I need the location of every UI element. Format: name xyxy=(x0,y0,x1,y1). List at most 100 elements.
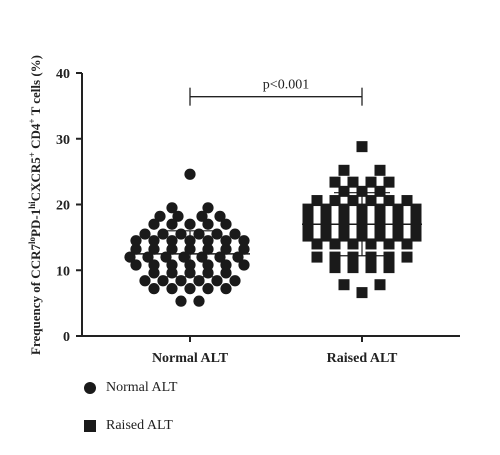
raised-alt-point xyxy=(329,251,341,263)
y-axis-label-superscript: lo xyxy=(27,237,37,245)
raised-alt-point xyxy=(320,230,332,242)
raised-alt-point xyxy=(347,262,359,274)
y-tick-label: 20 xyxy=(56,199,70,214)
raised-alt-point xyxy=(329,262,341,274)
normal-alt-point xyxy=(166,283,178,295)
y-axis-label-text: T cells (%) xyxy=(28,55,43,118)
raised-alt-point xyxy=(374,230,386,242)
raised-alt-point xyxy=(401,251,413,263)
y-axis-label-text: PD-1 xyxy=(28,209,43,237)
raised-alt-point xyxy=(392,212,404,224)
y-axis-label-superscript: + xyxy=(27,152,37,157)
normal-alt-point xyxy=(154,210,166,222)
normal-alt-point xyxy=(157,275,169,287)
raised-alt-point xyxy=(320,212,332,224)
normal-alt-point xyxy=(184,283,196,295)
raised-alt-point xyxy=(356,287,368,299)
normal-alt-point xyxy=(175,228,187,240)
raised-alt-point xyxy=(401,195,413,207)
y-tick-label: 40 xyxy=(56,67,70,82)
normal-alt-point xyxy=(157,228,169,240)
raised-alt-point xyxy=(311,251,323,263)
p-value-annotation: p<0.001 xyxy=(263,78,309,93)
normal-alt-point xyxy=(172,210,184,222)
raised-alt-point xyxy=(347,251,359,263)
raised-alt-point xyxy=(365,195,377,207)
raised-alt-point xyxy=(374,164,386,176)
normal-alt-point xyxy=(202,243,214,255)
normal-alt-point xyxy=(220,259,232,271)
normal-alt-point xyxy=(175,295,187,307)
raised-alt-point xyxy=(383,176,395,188)
normal-alt-point xyxy=(139,228,151,240)
normal-alt-point xyxy=(148,283,160,295)
raised-alt-point xyxy=(302,212,314,224)
y-axis-label-text: CXCR5 xyxy=(28,157,43,202)
raised-alt-point xyxy=(392,230,404,242)
normal-alt-point xyxy=(148,235,160,247)
y-tick-label: 10 xyxy=(56,264,70,279)
normal-alt-point xyxy=(211,275,223,287)
raised-alt-point xyxy=(302,230,314,242)
x-tick-label: Raised ALT xyxy=(327,351,398,366)
normal-alt-point xyxy=(166,235,178,247)
raised-alt-point xyxy=(338,212,350,224)
raised-alt-point xyxy=(365,251,377,263)
normal-alt-point xyxy=(220,283,232,295)
raised-alt-point xyxy=(329,238,341,250)
raised-alt-point xyxy=(311,195,323,207)
normal-alt-point xyxy=(166,218,178,230)
normal-alt-point xyxy=(148,243,160,255)
normal-alt-point xyxy=(202,202,214,214)
normal-alt-point xyxy=(202,218,214,230)
raised-alt-point xyxy=(383,238,395,250)
normal-alt-point xyxy=(148,267,160,279)
normal-alt-point xyxy=(130,243,142,255)
normal-alt-point xyxy=(193,295,205,307)
raised-alt-point xyxy=(356,141,368,153)
raised-alt-point xyxy=(374,212,386,224)
y-axis-label: Frequency of CCR7loPD-1hiCXCR5+ CD4+ T c… xyxy=(27,55,43,355)
raised-alt-point xyxy=(302,221,314,233)
raised-alt-point xyxy=(338,164,350,176)
normal-alt-point xyxy=(166,243,178,255)
raised-alt-point xyxy=(365,176,377,188)
normal-alt-point xyxy=(202,259,214,271)
raised-alt-point xyxy=(302,203,314,215)
raised-alt-point xyxy=(374,279,386,291)
x-tick-label: Normal ALT xyxy=(152,351,229,366)
y-axis-label-superscript: + xyxy=(27,118,37,123)
normal-alt-point xyxy=(130,235,142,247)
normal-alt-point xyxy=(148,259,160,271)
normal-alt-point xyxy=(202,283,214,295)
raised-alt-point xyxy=(401,238,413,250)
raised-alt-point xyxy=(329,195,341,207)
y-axis-label-superscript: hi xyxy=(27,201,37,209)
raised-alt-point xyxy=(410,203,422,215)
normal-alt-point xyxy=(193,228,205,240)
raised-alt-point xyxy=(338,230,350,242)
raised-alt-point xyxy=(410,230,422,242)
raised-alt-point xyxy=(347,195,359,207)
raised-alt-point xyxy=(392,221,404,233)
normal-alt-point xyxy=(148,218,160,230)
raised-alt-point xyxy=(383,251,395,263)
y-axis-label-text: CD4 xyxy=(28,123,43,152)
normal-alt-point xyxy=(211,228,223,240)
circle-marker-icon xyxy=(84,382,96,394)
normal-alt-point xyxy=(220,243,232,255)
normal-alt-point xyxy=(193,275,205,287)
normal-alt-point xyxy=(220,235,232,247)
normal-alt-point xyxy=(229,275,241,287)
square-marker-icon xyxy=(84,420,96,432)
raised-alt-point xyxy=(392,203,404,215)
raised-alt-point xyxy=(410,212,422,224)
raised-alt-point xyxy=(365,238,377,250)
normal-alt-point xyxy=(166,267,178,279)
legend-label: Normal ALT xyxy=(106,380,178,395)
raised-alt-point xyxy=(410,221,422,233)
normal-alt-point xyxy=(220,267,232,279)
raised-alt-point xyxy=(356,185,368,197)
